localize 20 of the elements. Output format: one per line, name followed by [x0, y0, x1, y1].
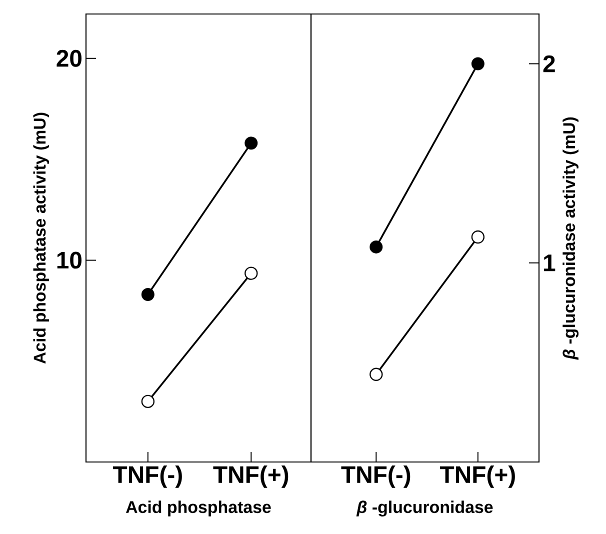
y2-tick-label: 1: [544, 254, 556, 272]
point: [370, 368, 383, 381]
x-tick-label: TNF(+): [440, 466, 515, 488]
point: [244, 266, 258, 280]
point: [141, 288, 154, 302]
point: [471, 57, 484, 70]
x-axis-title: β -glucuronidase: [356, 500, 493, 517]
x-tick-label: TNF(+): [213, 466, 288, 488]
x-tick-label: TNF(-): [341, 466, 410, 488]
y2-axis-title: β -glucuronidase activity (mU): [562, 117, 579, 360]
point: [244, 136, 258, 150]
x-axis-title: Acid phosphatase: [126, 500, 271, 516]
y-tick-label: 20: [56, 50, 82, 67]
point: [471, 230, 485, 244]
y2-tick-label: 2: [543, 55, 555, 72]
y-axis-title: Acid phosphatase activity (mU): [33, 112, 50, 364]
y-tick-label: 10: [57, 252, 82, 269]
point: [370, 240, 383, 254]
point: [141, 394, 155, 408]
x-tick-label: TNF(-): [113, 466, 182, 488]
